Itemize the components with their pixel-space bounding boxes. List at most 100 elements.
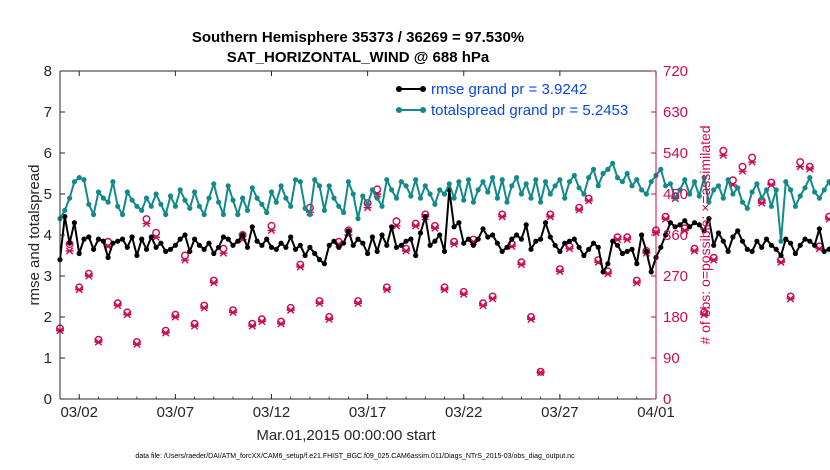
series-point-rmse	[235, 239, 240, 244]
series-point-totalspread	[67, 196, 72, 201]
series-point-totalspread	[206, 196, 211, 201]
series-point-rmse	[283, 245, 288, 250]
series-point-totalspread	[735, 185, 740, 190]
series-point-totalspread	[442, 191, 447, 196]
series-point-rmse	[154, 245, 159, 250]
series-point-rmse	[255, 239, 260, 244]
series-point-totalspread	[370, 187, 375, 192]
series-point-rmse	[404, 239, 409, 244]
series-point-totalspread	[649, 179, 654, 184]
series-point-totalspread	[807, 175, 812, 180]
series-point-rmse	[341, 241, 346, 246]
series-point-totalspread	[77, 175, 82, 180]
series-point-totalspread	[572, 173, 577, 178]
y2-tick-label: 450	[663, 186, 688, 203]
series-point-totalspread	[331, 196, 336, 201]
series-point-totalspread	[408, 193, 413, 198]
obs-assimilated-point	[739, 168, 747, 174]
series-point-totalspread	[375, 196, 380, 201]
series-point-rmse	[644, 249, 649, 254]
series-point-totalspread	[158, 202, 163, 207]
series-point-totalspread	[456, 179, 461, 184]
series-point-rmse	[351, 243, 356, 248]
series-point-totalspread	[178, 187, 183, 192]
series-point-totalspread	[81, 177, 86, 182]
series-point-rmse	[101, 239, 106, 244]
series-point-rmse	[495, 241, 500, 246]
series-point-totalspread	[812, 189, 817, 194]
series-point-rmse	[144, 247, 149, 252]
series-point-rmse	[471, 243, 476, 248]
y-tick-label: 0	[44, 391, 52, 408]
series-point-totalspread	[173, 204, 178, 209]
series-point-rmse	[807, 239, 812, 244]
series-point-rmse	[226, 237, 231, 242]
series-point-rmse	[567, 239, 572, 244]
series-point-totalspread	[360, 193, 365, 198]
series-point-rmse	[581, 253, 586, 258]
series-point-totalspread	[115, 204, 120, 209]
series-point-rmse	[375, 249, 380, 254]
series-point-totalspread	[211, 181, 216, 186]
series-point-rmse	[538, 237, 543, 242]
series-point-rmse	[240, 232, 245, 237]
series-point-totalspread	[269, 189, 274, 194]
series-point-rmse	[668, 220, 673, 225]
series-point-totalspread	[423, 183, 428, 188]
series-point-rmse	[658, 245, 663, 250]
series-point-rmse	[490, 232, 495, 237]
series-point-rmse	[591, 241, 596, 246]
series-point-rmse	[307, 245, 312, 250]
series-point-rmse	[615, 243, 620, 248]
series-point-totalspread	[399, 179, 404, 184]
series-point-totalspread	[322, 208, 327, 213]
series-point-rmse	[77, 251, 82, 256]
series-point-totalspread	[255, 196, 260, 201]
y2-tick-label: 540	[663, 145, 688, 162]
series-point-totalspread	[125, 189, 130, 194]
data-file-footer: data file: /Users/raeder/DAI/ATM_forcXX/…	[135, 453, 575, 460]
series-point-rmse	[601, 269, 606, 274]
x-tick-label: 03/22	[445, 404, 483, 421]
series-point-rmse	[716, 230, 721, 235]
series-point-rmse	[86, 234, 91, 239]
series-point-totalspread	[620, 179, 625, 184]
series-point-totalspread	[202, 212, 207, 217]
series-point-totalspread	[351, 191, 356, 196]
series-point-totalspread	[750, 189, 755, 194]
series-point-rmse	[413, 253, 418, 258]
series-point-rmse	[197, 243, 202, 248]
series-point-rmse	[596, 245, 601, 250]
series-point-rmse	[548, 234, 553, 239]
series-point-rmse	[817, 226, 822, 231]
series-point-rmse	[221, 234, 226, 239]
series-point-rmse	[384, 243, 389, 248]
series-point-totalspread	[557, 177, 562, 182]
series-point-totalspread	[384, 177, 389, 182]
series-point-totalspread	[62, 208, 67, 213]
series-point-rmse	[360, 241, 365, 246]
series-point-totalspread	[658, 167, 663, 172]
series-point-totalspread	[721, 196, 726, 201]
series-point-totalspread	[476, 187, 481, 192]
series-point-rmse	[524, 222, 529, 227]
series-point-totalspread	[567, 179, 572, 184]
series-point-totalspread	[533, 177, 538, 182]
series-point-rmse	[788, 241, 793, 246]
series-point-rmse	[182, 232, 187, 237]
y2-axis-label: # of obs: o=possible; ×=assimilated	[697, 125, 713, 344]
series-point-rmse	[476, 237, 481, 242]
series-point-rmse	[149, 234, 154, 239]
series-point-rmse	[423, 214, 428, 219]
series-point-totalspread	[591, 167, 596, 172]
series-point-rmse	[274, 247, 279, 252]
series-point-rmse	[452, 224, 457, 229]
series-point-totalspread	[279, 183, 284, 188]
series-point-totalspread	[538, 200, 543, 205]
series-point-totalspread	[562, 196, 567, 201]
series-point-totalspread	[259, 202, 264, 207]
series-point-rmse	[230, 243, 235, 248]
series-point-totalspread	[303, 206, 308, 211]
y-tick-label: 2	[44, 309, 52, 326]
series-point-totalspread	[524, 181, 529, 186]
